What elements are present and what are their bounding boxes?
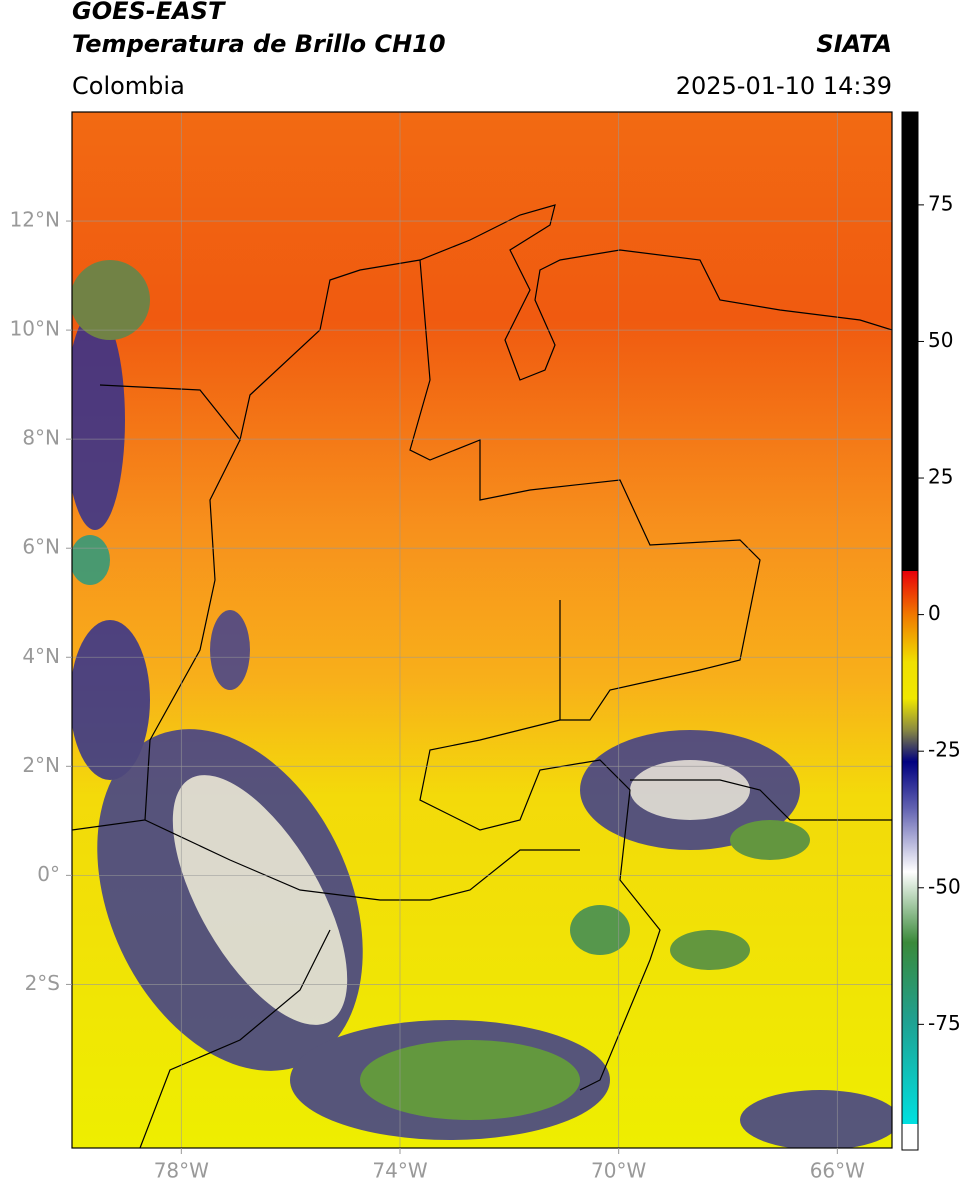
x-tick-label: 78°W: [154, 1159, 209, 1183]
colorbar: [901, 111, 919, 1151]
source: SIATA: [816, 30, 892, 58]
colorbar-tick-label: 50: [928, 328, 953, 352]
y-tick-label: 6°N: [22, 535, 60, 559]
subtitle: Temperatura de Brillo CH10: [72, 30, 446, 58]
x-tick-label: 70°W: [591, 1159, 646, 1183]
x-tick-label: 74°W: [372, 1159, 427, 1183]
y-tick-label: 2°N: [22, 753, 60, 777]
colorbar-tick-label: -50: [928, 874, 961, 898]
datetime: 2025-01-10 14:39: [676, 72, 892, 100]
y-tick-label: 4°N: [22, 644, 60, 668]
colorbar-tick-label: -75: [928, 1011, 961, 1035]
colorbar-tick-label: -25: [928, 738, 961, 762]
x-tick-label: 66°W: [810, 1159, 865, 1183]
y-tick-label: 10°N: [10, 317, 60, 341]
colorbar-tick-label: 75: [928, 191, 953, 215]
colorbar-tick-label: 25: [928, 465, 953, 489]
colorbar-tick-label: 0: [928, 601, 941, 625]
y-tick-label: 8°N: [22, 426, 60, 450]
satellite-image: [72, 112, 892, 1148]
map-frame: [71, 111, 893, 1149]
y-tick-label: 2°S: [25, 971, 60, 995]
title: GOES-EAST: [72, 0, 226, 25]
grid: [72, 112, 892, 1148]
y-tick-label: 12°N: [10, 208, 60, 232]
y-tick-label: 0°: [37, 862, 60, 886]
region: Colombia: [72, 72, 185, 100]
